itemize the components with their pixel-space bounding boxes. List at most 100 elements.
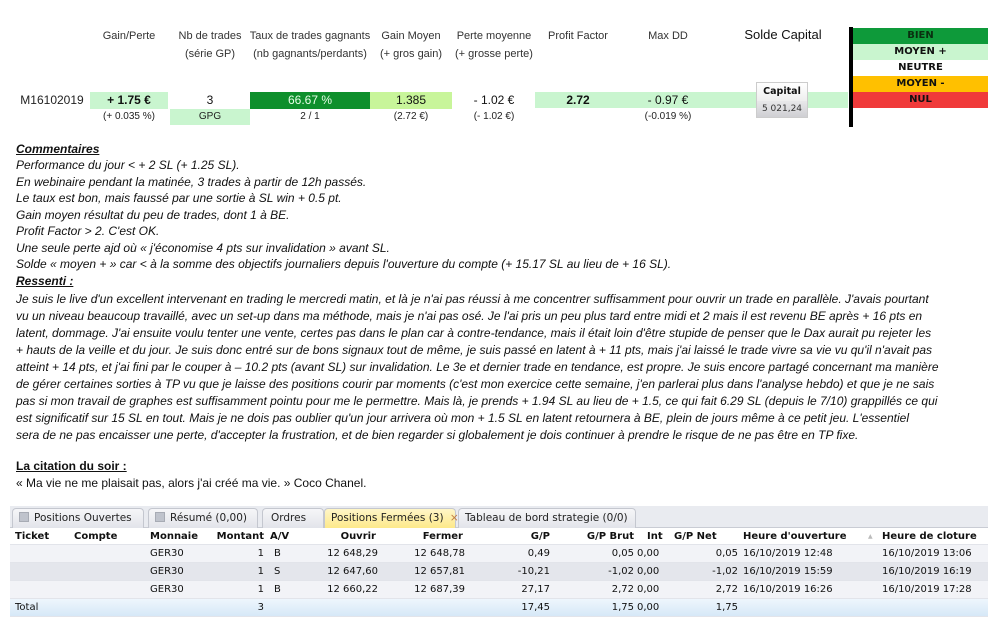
cell-fermer: 12 687,39 <box>414 584 465 595</box>
total-label: Total <box>15 602 39 613</box>
panel-icon <box>19 512 29 522</box>
tab-label: Positions Fermées (3) <box>331 512 444 524</box>
cell-fermer: 12 648,78 <box>414 548 465 559</box>
cell-gp-brut: 2,72 <box>611 584 634 595</box>
total-gp-brut: 1,75 <box>611 602 634 613</box>
header-taux: Taux de trades gagnants (nb gagnants/perd… <box>248 27 372 63</box>
col-fermer[interactable]: Fermer <box>422 531 463 542</box>
commentaires-title: Commentaires <box>16 142 100 156</box>
cell-monnaie: GER30 <box>150 566 184 577</box>
total-int: 0,00 <box>637 602 660 613</box>
header-line: Profit Factor <box>548 30 608 42</box>
tab-tableau-de-bord[interactable]: Tableau de bord strategie (0/0) <box>458 508 636 528</box>
ressenti-line: + hauts de la veille et du jour. Je suis… <box>16 343 933 357</box>
ressenti-title: Ressenti : <box>16 274 74 288</box>
cell-ouvrir: 12 647,60 <box>327 566 378 577</box>
header-line: (série GP) <box>184 48 236 60</box>
col-gp[interactable]: G/P <box>530 531 550 542</box>
col-heure-cloture[interactable]: Heure de cloture <box>882 531 977 542</box>
cell-heure-ouverture: 16/10/2019 12:48 <box>743 548 833 559</box>
table-row[interactable]: GER30 1 B 12 648,29 12 648,78 0,49 0,05 … <box>10 545 988 563</box>
col-monnaie[interactable]: Monnaie <box>150 531 199 542</box>
legend-neutre: NEUTRE <box>853 60 988 76</box>
header-nb-trades: Nb de trades (série GP) <box>165 27 255 63</box>
citation-title: La citation du soir : <box>16 459 127 473</box>
serie-gp: GPG <box>170 109 250 125</box>
close-icon[interactable]: × <box>449 512 459 524</box>
col-gp-brut[interactable]: G/P Brut <box>586 531 634 542</box>
gain-moyen-value: 1.385 <box>370 92 452 109</box>
col-heure-ouverture[interactable]: Heure d'ouverture <box>743 531 847 542</box>
header-gain-moyen: Gain Moyen (+ gros gain) <box>368 27 454 63</box>
header-line: Max DD <box>648 30 688 42</box>
cell-av: B <box>274 584 281 595</box>
header-line: (nb gagnants/perdants) <box>253 48 367 60</box>
table-row[interactable]: GER30 1 S 12 647,60 12 657,81 -10,21 -1,… <box>10 563 988 581</box>
comment-line: Solde « moyen + » car < à la somme des o… <box>16 257 672 271</box>
tab-positions-ouvertes[interactable]: Positions Ouvertes <box>12 508 144 528</box>
cell-int: 0,00 <box>637 566 660 577</box>
header-line: Nb de trades <box>178 30 242 42</box>
ressenti-line: sera de ne pas encaisser une perte, d'ac… <box>16 428 859 442</box>
cell-monnaie: GER30 <box>150 584 184 595</box>
cell-heure-ouverture: 16/10/2019 15:59 <box>743 566 833 577</box>
header-line: Perte moyenne <box>456 30 532 42</box>
profit-factor-value: 2.72 <box>566 93 590 107</box>
cell-ouvrir: 12 648,29 <box>327 548 378 559</box>
capital-label: Capital <box>757 83 807 101</box>
cell-gp-net: 0,05 <box>715 548 738 559</box>
cell-gp-brut: 0,05 <box>611 548 634 559</box>
cell-gp: 0,49 <box>527 548 550 559</box>
ressenti-line: est significatif sur 15 SL en tout. Mais… <box>16 411 909 425</box>
col-ticket[interactable]: Ticket <box>15 531 50 542</box>
max-dd-pct: (-0.019 %) <box>644 111 692 122</box>
ressenti-line: latent, dommage. J'ai ensuite voulu tent… <box>16 326 932 340</box>
legend-moyen-plus: MOYEN + <box>853 44 988 60</box>
header-max-dd: Max DD <box>625 27 711 45</box>
cell-montant: 1 <box>257 566 264 577</box>
closed-positions-table: Ticket Compte Monnaie Montant A/V Ouvrir… <box>10 528 988 617</box>
cell-int: 0,00 <box>637 584 660 595</box>
header-perte-moyenne: Perte moyenne (+ grosse perte) <box>452 27 536 63</box>
capital-box: Capital 5 021,24 <box>756 82 808 118</box>
tab-label: Tableau de bord strategie (0/0) <box>465 512 628 524</box>
citation-text: « Ma vie ne me plaisait pas, alors j'ai … <box>16 476 367 490</box>
ressenti-line: pas si mon travail de graphes est suffis… <box>16 394 938 408</box>
cell-monnaie: GER30 <box>150 548 184 559</box>
col-av[interactable]: A/V <box>270 531 290 542</box>
legend-nul: NUL <box>853 92 988 108</box>
sort-icon[interactable]: ▲ <box>868 533 873 540</box>
cell-montant: 1 <box>257 548 264 559</box>
header-line: (+ grosse perte) <box>455 48 533 60</box>
comment-line: Performance du jour < + 2 SL (+ 1.25 SL)… <box>16 158 240 172</box>
col-compte[interactable]: Compte <box>74 531 118 542</box>
ressenti-line: Je suis le live d'un excellent intervena… <box>16 292 929 306</box>
total-row: Total 3 17,45 1,75 0,00 1,75 <box>10 599 988 617</box>
tab-resume[interactable]: Résumé (0,00) <box>148 508 258 528</box>
row-label: M16102019 <box>20 93 84 107</box>
ressenti-line: de gérer certaines sorties à TP vu que j… <box>16 377 935 391</box>
total-montant: 3 <box>257 602 264 613</box>
col-ouvrir[interactable]: Ouvrir <box>340 531 376 542</box>
tab-label: Résumé (0,00) <box>170 512 248 524</box>
cell-heure-cloture: 16/10/2019 17:28 <box>882 584 972 595</box>
comment-line: Gain moyen résultat du peu de trades, do… <box>16 208 290 222</box>
total-gp-net: 1,75 <box>715 602 738 613</box>
cell-heure-cloture: 16/10/2019 16:19 <box>882 566 972 577</box>
col-gp-net[interactable]: G/P Net <box>674 531 717 542</box>
cell-fermer: 12 657,81 <box>414 566 465 577</box>
tab-ordres[interactable]: Ordres <box>262 508 324 528</box>
col-int[interactable]: Int <box>647 531 663 542</box>
cell-gp: -10,21 <box>517 566 550 577</box>
cell-heure-ouverture: 16/10/2019 16:26 <box>743 584 833 595</box>
cell-av: B <box>274 548 281 559</box>
comment-line: Le taux est bon, mais faussé par une sor… <box>16 191 342 205</box>
table-row[interactable]: GER30 1 B 12 660,22 12 687,39 27,17 2,72… <box>10 581 988 599</box>
legend-moyen-moins: MOYEN - <box>853 76 988 92</box>
tab-positions-fermees[interactable]: Positions Fermées (3) × <box>324 508 459 528</box>
cell-gp-brut: -1,02 <box>608 566 634 577</box>
col-montant[interactable]: Montant <box>216 531 264 542</box>
header-line: Gain Moyen <box>381 30 441 42</box>
header-line: Taux de trades gagnants <box>249 30 371 42</box>
tab-label: Positions Ouvertes <box>34 512 132 524</box>
